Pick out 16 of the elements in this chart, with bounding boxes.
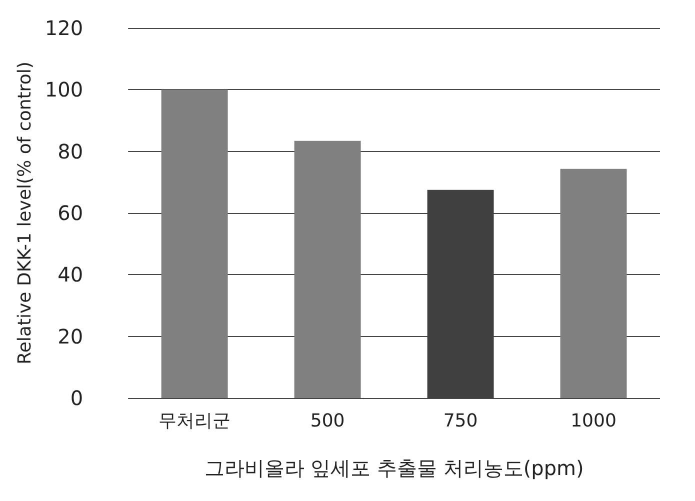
y-tick-label: 100 <box>44 78 84 102</box>
y-tick-label: 60 <box>58 201 84 225</box>
y-tick-label: 80 <box>58 139 84 164</box>
bar <box>294 140 361 398</box>
x-tick-label: 750 <box>443 410 478 432</box>
bar <box>560 168 627 398</box>
y-tick-label: 120 <box>44 16 84 40</box>
x-tick-label: 1000 <box>570 410 616 432</box>
y-tick-label: 0 <box>70 386 84 410</box>
x-tick-label: 500 <box>310 410 345 432</box>
bar <box>161 90 228 398</box>
y-tick-label: 20 <box>58 324 84 348</box>
y-tick-label: 40 <box>58 262 84 287</box>
x-axis-title: 그라비올라 잎세포 추출물 처리농도(ppm) <box>204 456 584 480</box>
x-tick-label: 무처리군 <box>158 410 231 432</box>
y-axis-title: Relative DKK-1 level(% of control) <box>14 62 36 364</box>
